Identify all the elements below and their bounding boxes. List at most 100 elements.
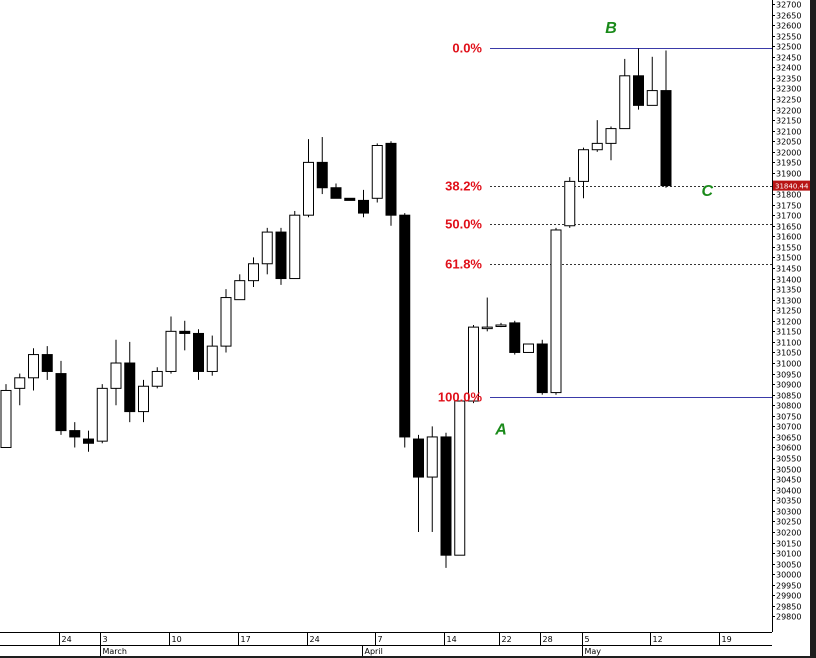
candle-body [55, 373, 67, 432]
candle [426, 426, 438, 532]
price-tag-label: 31840.44 [775, 183, 809, 191]
price-tick-label: 30450 [776, 476, 801, 485]
candle-body [220, 297, 232, 347]
date-tick-label: 14 [447, 635, 457, 644]
candle [468, 325, 479, 404]
price-tick-label: 31450 [776, 265, 801, 274]
price-tick-label: 31000 [776, 360, 801, 369]
date-tick-label: 28 [543, 635, 553, 644]
price-tick-label: 30350 [776, 497, 801, 506]
candle [550, 227, 562, 395]
price-tick-label: 31100 [776, 339, 801, 348]
date-tick-label: 5 [585, 635, 590, 644]
candle [124, 341, 136, 423]
candle-body [261, 231, 273, 265]
candle [564, 177, 576, 228]
price-axis-area [772, 0, 810, 632]
price-tick-label: 31550 [776, 244, 801, 253]
candle-body [495, 324, 507, 328]
price-tick-label: 32350 [776, 75, 801, 84]
candle [495, 322, 507, 328]
candle-body [481, 326, 493, 330]
price-tick-label: 29900 [776, 592, 801, 601]
fibonacci-labels: 0.0% 38.2% 50.0% 61.8% 100.0% [438, 41, 483, 405]
candle [165, 316, 177, 374]
price-tick-label: 31600 [776, 233, 801, 242]
candle [344, 197, 356, 201]
price-tick-label: 32250 [776, 96, 801, 105]
candle [591, 120, 603, 152]
price-tick-label: 30050 [776, 561, 801, 570]
price-tick-label: 31500 [776, 254, 801, 263]
candle [193, 329, 204, 380]
price-tick-label: 31950 [776, 159, 801, 168]
price-tick-label: 31300 [776, 297, 801, 306]
candle [69, 422, 81, 448]
candle-body [151, 370, 163, 387]
price-tick-label: 31150 [776, 328, 801, 337]
price-tick-label: 31200 [776, 318, 801, 327]
price-tick-label: 32050 [776, 138, 801, 147]
price-tick-label: 31650 [776, 223, 801, 232]
price-tick-label: 30200 [776, 529, 801, 538]
candle [413, 434, 424, 532]
candle-body [303, 161, 314, 216]
point-label-b: B [605, 20, 617, 37]
point-label-c: C [701, 183, 713, 200]
price-tick-label: 30600 [776, 444, 801, 453]
candle-body [536, 343, 548, 394]
candle-body [578, 149, 589, 182]
candle-body [179, 330, 191, 334]
candle [509, 320, 521, 355]
price-tag-box [773, 180, 810, 191]
candle [481, 297, 493, 332]
candle-body [550, 229, 562, 394]
candle-body [28, 354, 39, 379]
price-tick-label: 31250 [776, 307, 801, 316]
candle [206, 335, 218, 376]
price-tick-label: 30400 [776, 487, 801, 496]
candle-body [96, 387, 108, 442]
candle [330, 183, 342, 199]
date-tick-label: 3 [103, 635, 108, 644]
price-tick-label: 32650 [776, 12, 801, 21]
price-tick-label: 32150 [776, 117, 801, 126]
price-tick-label: 30000 [776, 571, 801, 580]
price-tick-label: 30950 [776, 371, 801, 380]
candle [151, 367, 163, 389]
candle [248, 257, 259, 287]
price-tick-label: 29850 [776, 603, 801, 612]
price-tick-label: 31900 [776, 170, 801, 179]
price-tick-label: 30650 [776, 434, 801, 443]
price-tick-label: 31050 [776, 349, 801, 358]
candle-body [605, 128, 617, 144]
candle [96, 384, 108, 444]
candle-body [0, 389, 12, 448]
candle-body [138, 385, 149, 413]
candle [289, 210, 301, 280]
date-tick-label: 24 [62, 635, 72, 644]
wave-point-labels: B C A [494, 20, 713, 438]
last-price-tag: 31840.44 [773, 180, 810, 191]
candle [83, 430, 94, 452]
candle-body [83, 438, 94, 444]
price-tick-label: 32100 [776, 128, 801, 137]
price-tick-label: 30500 [776, 466, 801, 475]
candle [234, 274, 246, 301]
candle [138, 379, 149, 423]
candle-body [358, 199, 369, 214]
price-tick-label: 32000 [776, 149, 801, 158]
candle-body [110, 362, 122, 389]
candle-body [14, 377, 26, 389]
price-tick-label: 30550 [776, 455, 801, 464]
price-tick-label: 30700 [776, 423, 801, 432]
date-tick-label: 7 [378, 635, 383, 644]
candle-body [248, 263, 259, 282]
price-tick-label: 32550 [776, 33, 801, 42]
candle-body [591, 142, 603, 151]
candle-body [385, 142, 397, 216]
candle [55, 360, 67, 435]
price-tick-label: 30800 [776, 402, 801, 411]
